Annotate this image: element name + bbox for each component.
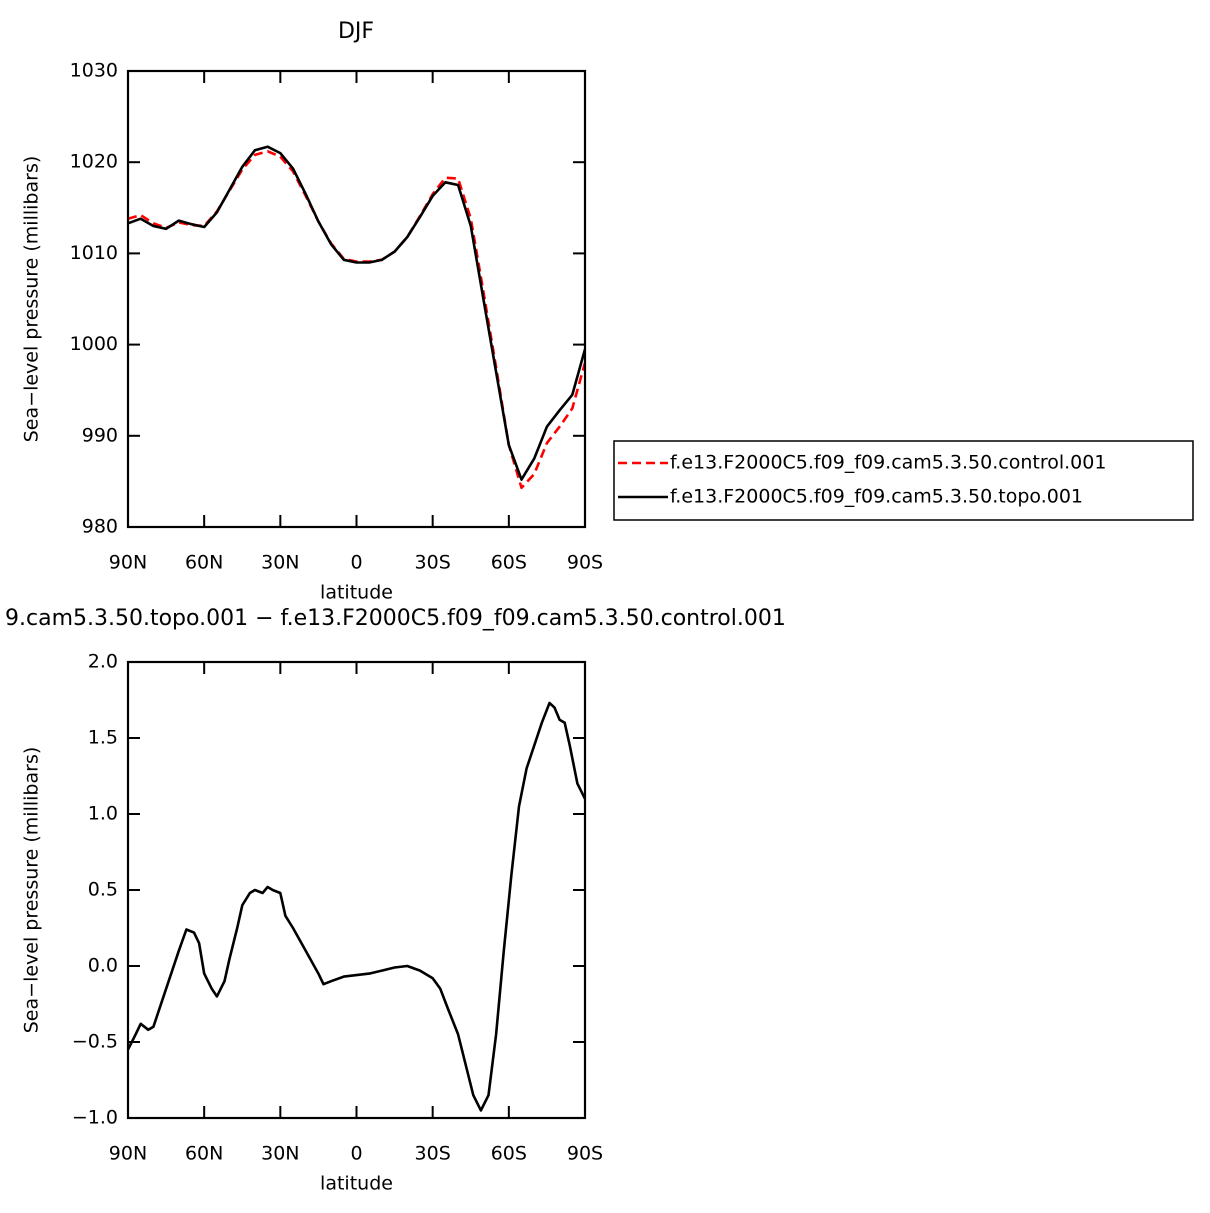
x-tick-label: 60S <box>491 552 527 574</box>
x-tick-label: 30N <box>261 552 299 574</box>
chart-title: 9.cam5.3.50.topo.001 − f.e13.F2000C5.f09… <box>5 606 786 631</box>
x-tick-label: 60N <box>185 1143 223 1165</box>
y-tick-label: 990 <box>82 424 118 446</box>
legend-label: f.e13.F2000C5.f09_f09.cam5.3.50.control.… <box>670 452 1106 474</box>
x-tick-label: 90S <box>567 552 603 574</box>
x-tick-label: 30S <box>415 552 451 574</box>
y-tick-label: 1030 <box>70 60 118 82</box>
x-tick-label: 60S <box>491 1143 527 1165</box>
x-tick-label: 30S <box>415 1143 451 1165</box>
y-tick-label: 1000 <box>70 333 118 355</box>
legend-box <box>613 440 1194 521</box>
y-tick-label: 1010 <box>70 242 118 264</box>
x-tick-label: 90S <box>567 1143 603 1165</box>
y-tick-label: −1.0 <box>72 1107 118 1129</box>
y-tick-label: 980 <box>82 516 118 538</box>
x-axis-label: latitude <box>320 582 393 604</box>
y-tick-label: −0.5 <box>72 1031 118 1053</box>
plot-frame <box>126 660 587 1120</box>
x-tick-label: 0 <box>350 552 362 574</box>
y-tick-label: 1.5 <box>88 727 118 749</box>
x-tick-label: 60N <box>185 552 223 574</box>
plot-frame <box>126 69 587 529</box>
x-tick-label: 0 <box>350 1143 362 1165</box>
chart-title: DJF <box>338 19 374 44</box>
x-tick-label: 90N <box>109 1143 147 1165</box>
y-axis-label: Sea−level pressure (millibars) <box>21 747 43 1034</box>
data-line <box>126 701 587 1112</box>
x-tick-label: 90N <box>109 552 147 574</box>
y-tick-label: 0.5 <box>88 879 118 901</box>
y-tick-label: 1.0 <box>88 803 118 825</box>
data-line <box>127 145 587 481</box>
y-axis-label: Sea−level pressure (millibars) <box>21 156 43 443</box>
x-axis-label: latitude <box>320 1173 393 1195</box>
data-line <box>127 150 587 490</box>
y-tick-label: 2.0 <box>88 651 118 673</box>
y-tick-label: 0.0 <box>88 955 118 977</box>
x-tick-label: 30N <box>261 1143 299 1165</box>
legend-label: f.e13.F2000C5.f09_f09.cam5.3.50.topo.001 <box>670 486 1083 508</box>
y-tick-label: 1020 <box>70 151 118 173</box>
